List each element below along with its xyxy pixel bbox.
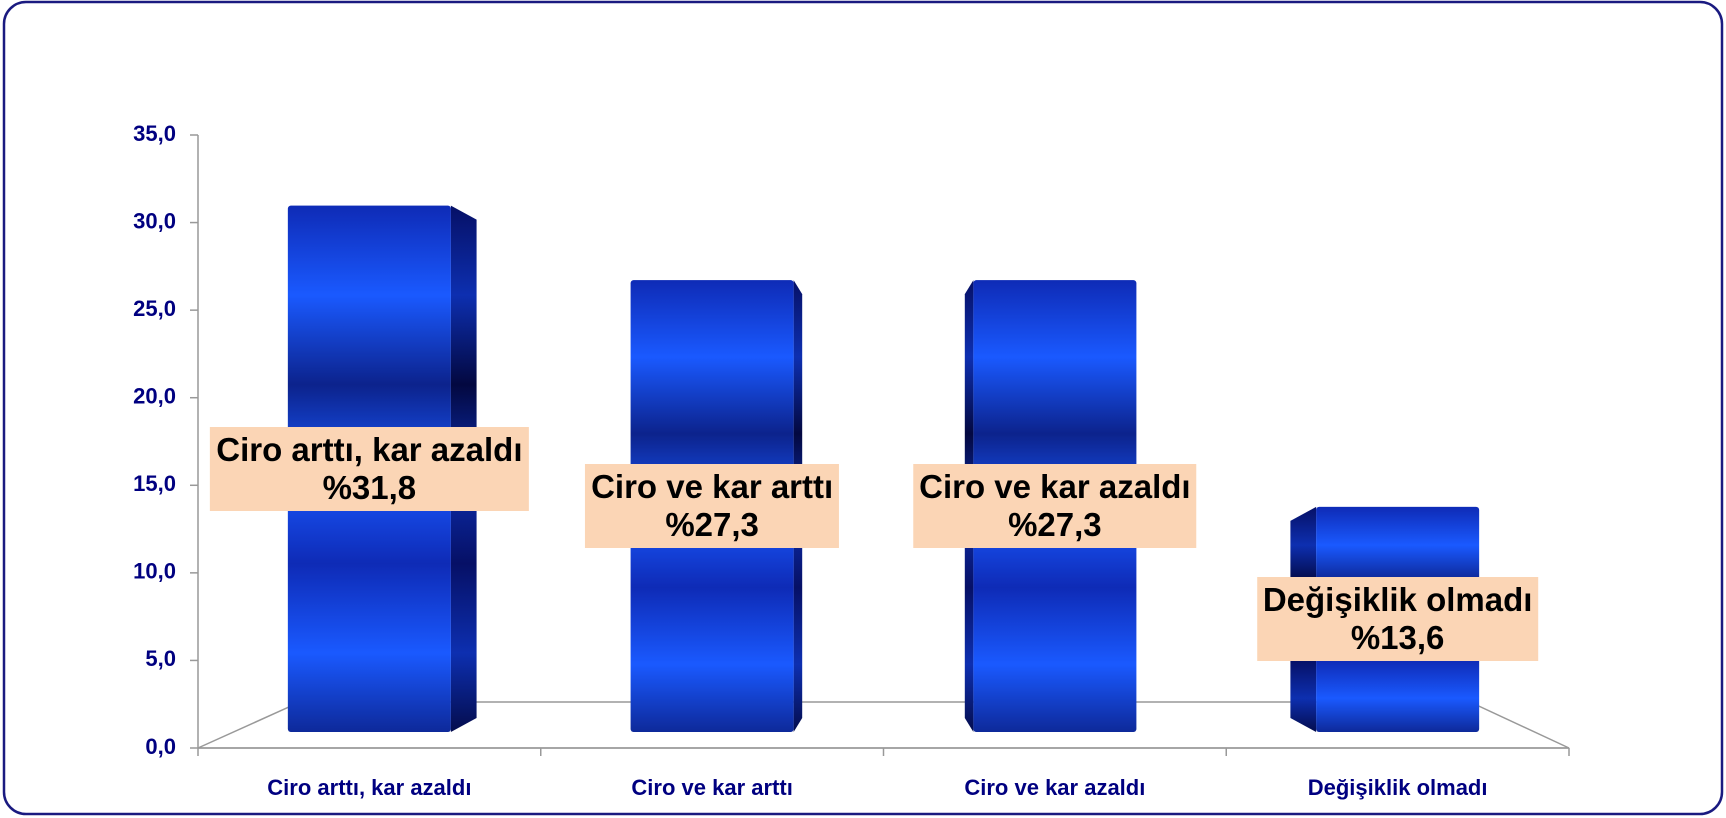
data-label-value: %27,3 xyxy=(1008,506,1102,544)
y-tick-label: 5,0 xyxy=(145,646,176,671)
data-label-category: Ciro ve kar azaldı xyxy=(919,468,1191,506)
y-tick-label: 35,0 xyxy=(133,121,176,146)
data-label-category: Değişiklik olmadı xyxy=(1262,581,1533,619)
y-tick-label: 25,0 xyxy=(133,296,176,321)
data-label: Değişiklik olmadı %13,6 xyxy=(1256,577,1539,662)
x-tick-label: Ciro ve kar azaldı xyxy=(964,775,1145,800)
data-label: Ciro ve kar azaldı %27,3 xyxy=(913,464,1197,549)
y-tick-label: 15,0 xyxy=(133,471,176,496)
data-label: Ciro ve kar arttı %27,3 xyxy=(585,464,840,549)
data-label-category: Ciro arttı, kar azaldı xyxy=(216,430,523,468)
y-tick-label: 10,0 xyxy=(133,559,176,584)
data-label: Ciro arttı, kar azaldı %31,8 xyxy=(210,426,529,511)
x-tick-label: Ciro arttı, kar azaldı xyxy=(267,775,471,800)
data-label-value: %13,6 xyxy=(1350,619,1445,657)
x-tick-label: Ciro ve kar arttı xyxy=(631,775,792,800)
y-tick-label: 20,0 xyxy=(133,384,176,409)
y-tick-label: 30,0 xyxy=(133,208,176,233)
data-label-category: Ciro ve kar arttı xyxy=(591,468,834,506)
y-tick-label: 0,0 xyxy=(145,734,176,759)
data-label-value: %27,3 xyxy=(665,506,759,544)
x-tick-label: Değişiklik olmadı xyxy=(1308,775,1488,800)
data-label-value: %31,8 xyxy=(322,468,417,506)
